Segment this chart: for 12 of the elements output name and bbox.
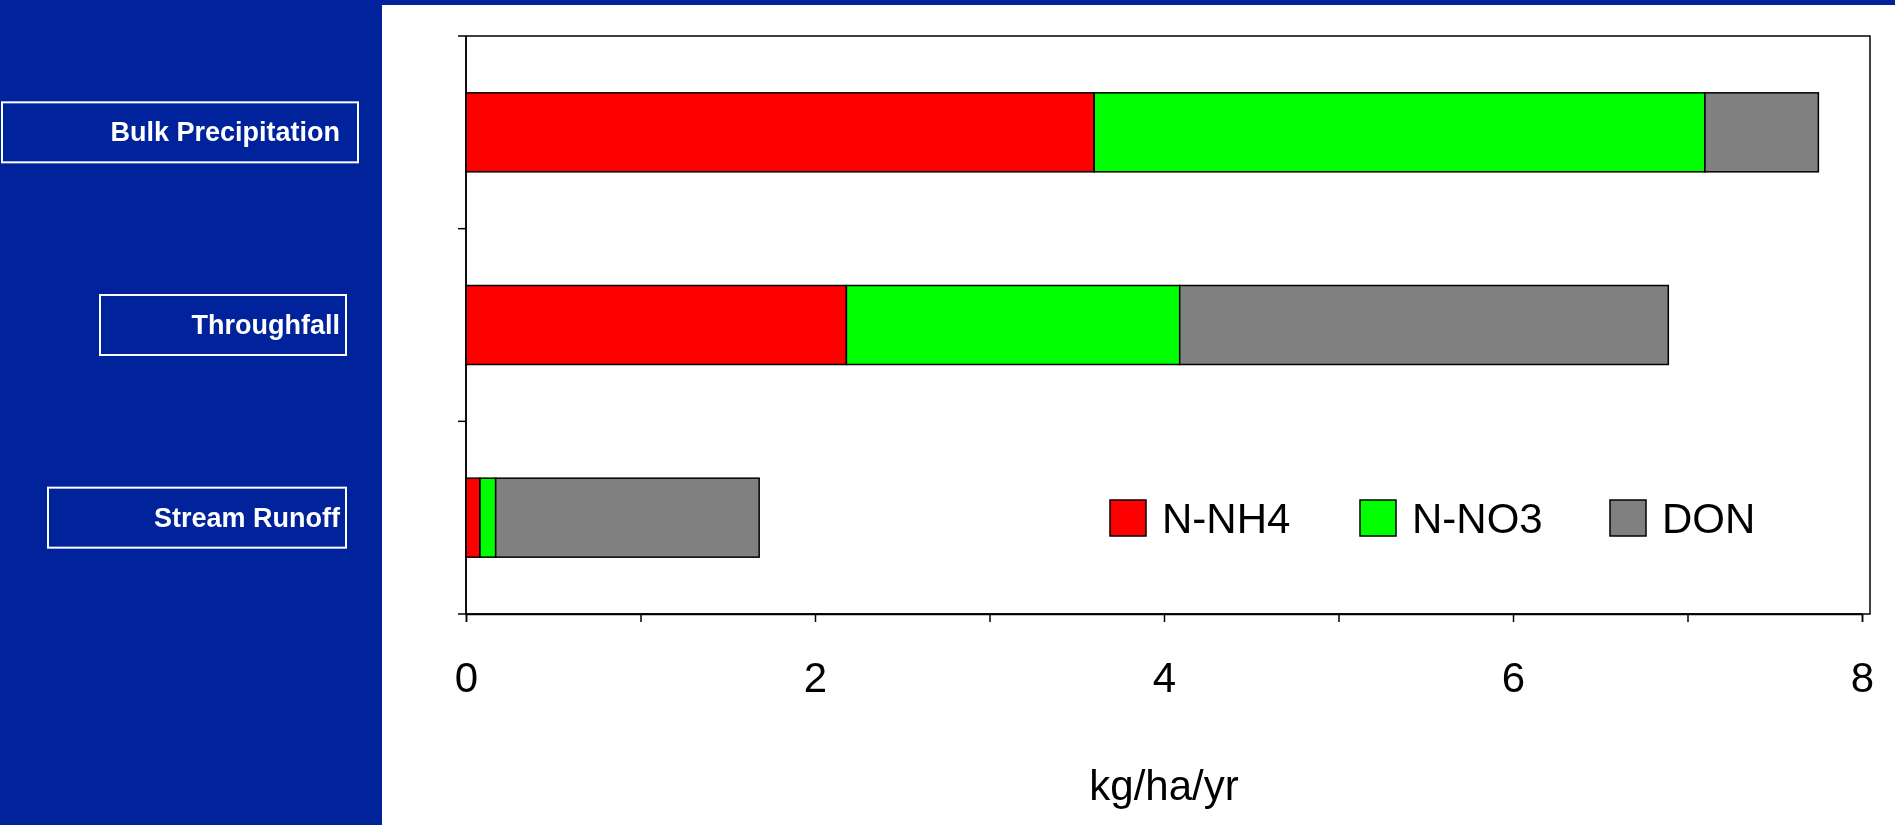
legend-label: DON (1662, 494, 1756, 542)
legend-label: N-NH4 (1162, 494, 1291, 542)
y-tick-label: Bulk Precipitation (110, 117, 340, 148)
x-tick-label: 0 (454, 653, 479, 701)
y-tick-label: Throughfall (191, 310, 340, 340)
y-tick-label: Stream Runoff (153, 502, 341, 533)
x-tick-label: 8 (1850, 653, 1875, 701)
x-axis-title: kg/ha/yr (1089, 762, 1239, 809)
x-tick-label: 4 (1152, 653, 1177, 701)
legend-label: N-NO3 (1412, 494, 1543, 542)
x-tick-label: 6 (1501, 653, 1526, 701)
x-tick-label: 2 (803, 653, 828, 701)
